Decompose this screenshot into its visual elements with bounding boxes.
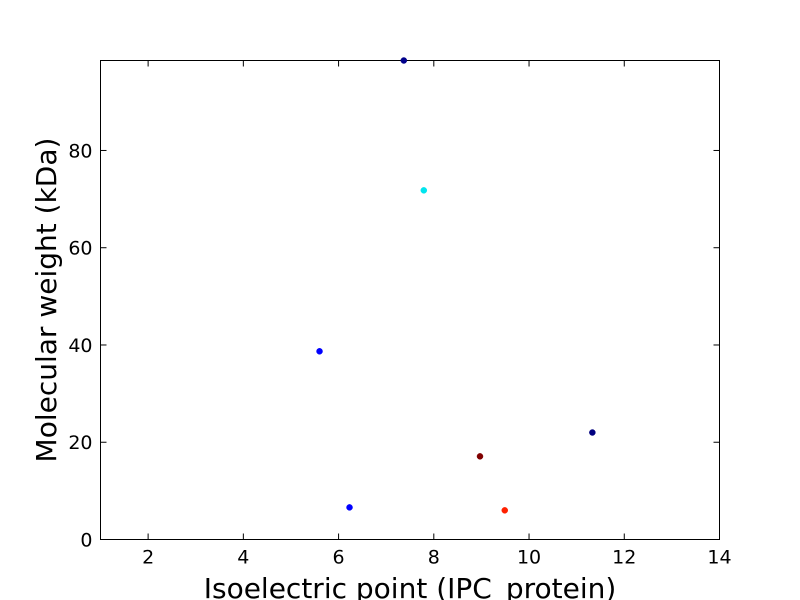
y-tick-label: 60 — [68, 238, 92, 260]
point — [501, 507, 509, 514]
x-tick-label: 10 — [517, 547, 541, 569]
x-tick-label: 14 — [707, 547, 731, 569]
point — [420, 187, 428, 194]
y-tick-label: 40 — [68, 335, 92, 357]
point — [346, 504, 353, 511]
x-tick-label: 12 — [612, 547, 636, 569]
y-tick-label: 0 — [80, 530, 92, 552]
x-tick-label: 4 — [237, 547, 249, 569]
x-axis-label: Isoelectric point (IPC_protein) — [204, 572, 617, 600]
point — [316, 348, 323, 355]
y-axis-label: Molecular weight (kDa) — [30, 138, 63, 463]
x-tick-label: 8 — [428, 547, 440, 569]
x-tick-label: 2 — [142, 547, 154, 569]
y-tick-label: 20 — [68, 432, 92, 454]
y-tick-label: 80 — [68, 140, 92, 162]
x-tick-label: 6 — [333, 547, 345, 569]
point — [400, 57, 408, 64]
plot-frame — [100, 60, 720, 540]
point — [589, 429, 596, 436]
point — [476, 453, 484, 460]
